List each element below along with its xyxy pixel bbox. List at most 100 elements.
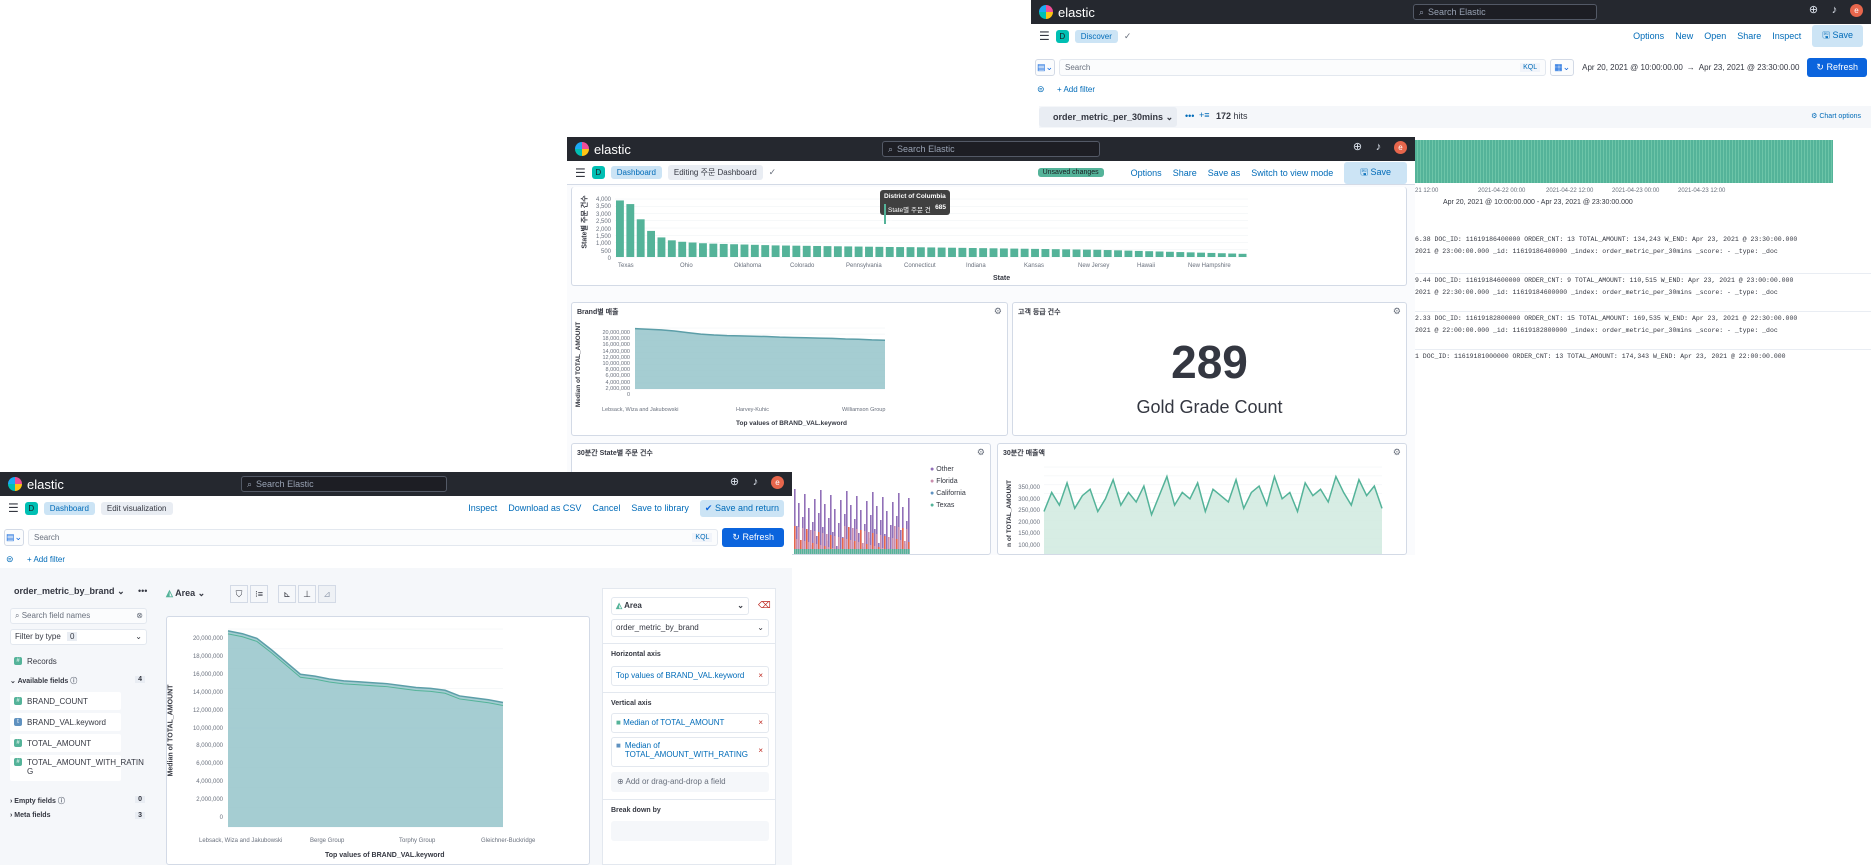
gold-grade-panel[interactable]: 고객 등급 건수 ⚙ 289 Gold Grade Count xyxy=(1012,302,1407,436)
global-search-input[interactable]: ⌕ Search Elastic xyxy=(241,476,447,492)
help-icon[interactable]: ⊕ xyxy=(1808,4,1819,16)
kql-toggle[interactable]: KQL xyxy=(692,532,713,542)
vertical-axis-dimension-1[interactable]: ■ Median of TOTAL_AMOUNT × xyxy=(611,713,769,733)
avatar[interactable]: e xyxy=(771,476,784,489)
brand-area-chart[interactable] xyxy=(572,303,1008,436)
elastic-logo[interactable]: elastic xyxy=(575,142,631,157)
panel-options-gear-icon[interactable]: ⚙ xyxy=(1392,306,1401,316)
filter-by-type-select[interactable]: Filter by type 0 ⌄ xyxy=(10,629,147,645)
options-link[interactable]: Options xyxy=(1633,31,1665,41)
table-row[interactable]: 6.38 DOC_ID: 11619186400000 ORDER_CNT: 1… xyxy=(1415,236,1871,274)
legend-settings-icon[interactable]: ⛉ xyxy=(230,585,248,603)
sales-area-chart[interactable] xyxy=(998,444,1407,555)
horizontal-axis-dimension[interactable]: Top values of BRAND_VAL.keyword × xyxy=(611,666,769,686)
field-item[interactable]: # TOTAL_AMOUNT_WITH_RATIN G xyxy=(10,755,144,781)
layer-index-select[interactable]: order_metric_by_brand ⌄ xyxy=(611,619,769,637)
table-row[interactable]: 2.33 DOC_ID: 11619182800000 ORDER_CNT: 1… xyxy=(1415,312,1871,350)
add-filter-link[interactable]: + Add filter xyxy=(1057,85,1096,94)
sales-30min-panel[interactable]: 30분간 매출액 ⚙ n of TOTAL_AMOUNT 350,000 300,… xyxy=(997,443,1407,555)
search-field-names-input[interactable]: ⌕ Search field names ⊗ xyxy=(10,608,147,624)
field-item[interactable]: # BRAND_COUNT xyxy=(10,692,121,710)
workspace-chart-panel[interactable]: Median of TOTAL_AMOUNT 20,000,000 18,000,… xyxy=(166,616,590,865)
display-settings-icon[interactable]: ⁝≡ xyxy=(250,585,268,603)
clear-icon[interactable]: ⊗ xyxy=(136,611,143,620)
lens-area-chart[interactable] xyxy=(167,617,591,865)
kql-toggle[interactable]: KQL xyxy=(1520,62,1541,72)
panel-options-gear-icon[interactable]: ⚙ xyxy=(993,306,1002,316)
field-records[interactable]: # Records xyxy=(10,652,121,670)
help-icon[interactable]: ⊕ xyxy=(729,476,740,488)
breakdown-dropzone[interactable] xyxy=(611,821,769,841)
calendar-icon[interactable]: ▦⌄ xyxy=(1550,58,1575,76)
layer-type-select[interactable]: ◭ Area ⌄ xyxy=(611,597,749,615)
left-axis-icon[interactable]: ⊾ xyxy=(278,585,296,603)
download-csv-link[interactable]: Download as CSV xyxy=(508,503,582,513)
save-button[interactable]: 🖫 Save xyxy=(1812,25,1863,47)
state-bar-chart[interactable] xyxy=(572,187,1407,286)
news-bell-icon[interactable]: ♪ xyxy=(1831,4,1838,16)
global-search-input[interactable]: ⌕ Search Elastic xyxy=(1413,4,1597,20)
more-icon[interactable]: ••• xyxy=(1185,111,1195,121)
filter-icon[interactable]: ⊜ xyxy=(6,554,14,564)
panel-options-gear-icon[interactable]: ⚙ xyxy=(976,447,985,457)
legend-item[interactable]: ● Florida xyxy=(930,476,966,488)
open-link[interactable]: Open xyxy=(1704,31,1727,41)
inspect-link[interactable]: Inspect xyxy=(1772,31,1802,41)
space-badge[interactable]: D xyxy=(591,166,605,179)
saved-query-button[interactable]: ▤⌄ xyxy=(4,528,24,546)
add-dimension-field[interactable]: ⊕ Add or drag-and-drop a field xyxy=(611,772,769,792)
breadcrumb-dashboard[interactable]: Dashboard xyxy=(610,166,662,179)
refresh-button[interactable]: ↻ Refresh xyxy=(1807,57,1867,77)
avatar[interactable]: e xyxy=(1850,4,1863,17)
discover-histogram[interactable] xyxy=(1415,140,1833,183)
time-from[interactable]: Apr 20, 2021 @ 10:00:00.00 xyxy=(1582,62,1683,72)
new-link[interactable]: New xyxy=(1675,31,1694,41)
cancel-link[interactable]: Cancel xyxy=(592,503,621,513)
news-bell-icon[interactable]: ♪ xyxy=(752,476,759,488)
table-row[interactable]: 1 DOC_ID: 11619181000000 ORDER_CNT: 13 T… xyxy=(1415,350,1871,365)
bottom-axis-icon[interactable]: ⊥ xyxy=(298,585,316,603)
menu-icon[interactable]: ☰ xyxy=(575,165,586,180)
save-and-return-button[interactable]: ✔ Save and return xyxy=(699,499,784,517)
meta-fields-header[interactable]: › Meta fields 3 xyxy=(10,812,147,819)
menu-icon[interactable]: ☰ xyxy=(8,501,19,515)
legend-item[interactable]: ● Texas xyxy=(930,500,966,512)
saved-query-button[interactable]: ▤⌄ xyxy=(1035,58,1055,76)
refresh-button[interactable]: ↻ Refresh xyxy=(722,527,784,547)
save-as-link[interactable]: Save as xyxy=(1207,167,1241,178)
legend-item[interactable]: ● California xyxy=(930,488,966,500)
breadcrumb-dashboard[interactable]: Dashboard xyxy=(43,501,95,515)
more-icon[interactable]: ••• xyxy=(138,586,148,596)
elastic-logo[interactable]: elastic xyxy=(8,477,64,492)
time-to[interactable]: Apr 23, 2021 @ 23:30:00.00 xyxy=(1698,62,1800,72)
panel-options-gear-icon[interactable]: ⚙ xyxy=(1392,447,1401,457)
state-bar-panel[interactable]: State별 주문 건수 4,000 3,500 3,000 2,500 2,000 1,… xyxy=(571,187,1407,286)
field-item[interactable]: t BRAND_VAL.keyword xyxy=(10,713,121,731)
elastic-logo[interactable]: elastic xyxy=(1039,5,1095,20)
inspect-link[interactable]: Inspect xyxy=(468,503,498,513)
chart-options-link[interactable]: ⚙ Chart options xyxy=(1811,113,1861,120)
news-bell-icon[interactable]: ♪ xyxy=(1375,141,1382,153)
chart-type-switcher[interactable]: ◭ Area ⌄ xyxy=(166,588,205,599)
remove-icon[interactable]: × xyxy=(758,671,763,680)
remove-icon[interactable]: × xyxy=(758,746,763,755)
index-pattern-selector[interactable]: order_metric_per_30mins ⌄ xyxy=(1039,107,1177,127)
save-to-library-link[interactable]: Save to library xyxy=(631,503,689,513)
save-button[interactable]: 🖫 Save xyxy=(1344,161,1407,184)
delete-layer-icon[interactable]: ⌫ xyxy=(758,600,771,610)
index-pattern-selector[interactable]: order_metric_by_brand ⌄ xyxy=(14,586,125,597)
share-link[interactable]: Share xyxy=(1172,167,1197,178)
field-item[interactable]: # TOTAL_AMOUNT xyxy=(10,734,121,752)
space-badge[interactable]: D xyxy=(1055,29,1069,43)
menu-icon[interactable]: ☰ xyxy=(1039,29,1050,43)
remove-icon[interactable]: × xyxy=(758,718,763,727)
empty-fields-header[interactable]: › Empty fields ⓘ 0 xyxy=(10,796,147,806)
space-badge[interactable]: D xyxy=(24,501,38,515)
lens-search-input[interactable]: Search KQL xyxy=(28,528,719,546)
vertical-axis-dimension-2[interactable]: ■ Median of TOTAL_AMOUNT_WITH_RATING × xyxy=(611,737,769,767)
filter-icon[interactable]: ⊜ xyxy=(1037,84,1045,94)
available-fields-header[interactable]: ⌄ Available fields ⓘ 4 xyxy=(10,676,147,686)
add-filter-link[interactable]: + Add filter xyxy=(27,555,66,564)
discover-search-input[interactable]: Search KQL xyxy=(1059,58,1547,76)
share-link[interactable]: Share xyxy=(1737,31,1762,41)
